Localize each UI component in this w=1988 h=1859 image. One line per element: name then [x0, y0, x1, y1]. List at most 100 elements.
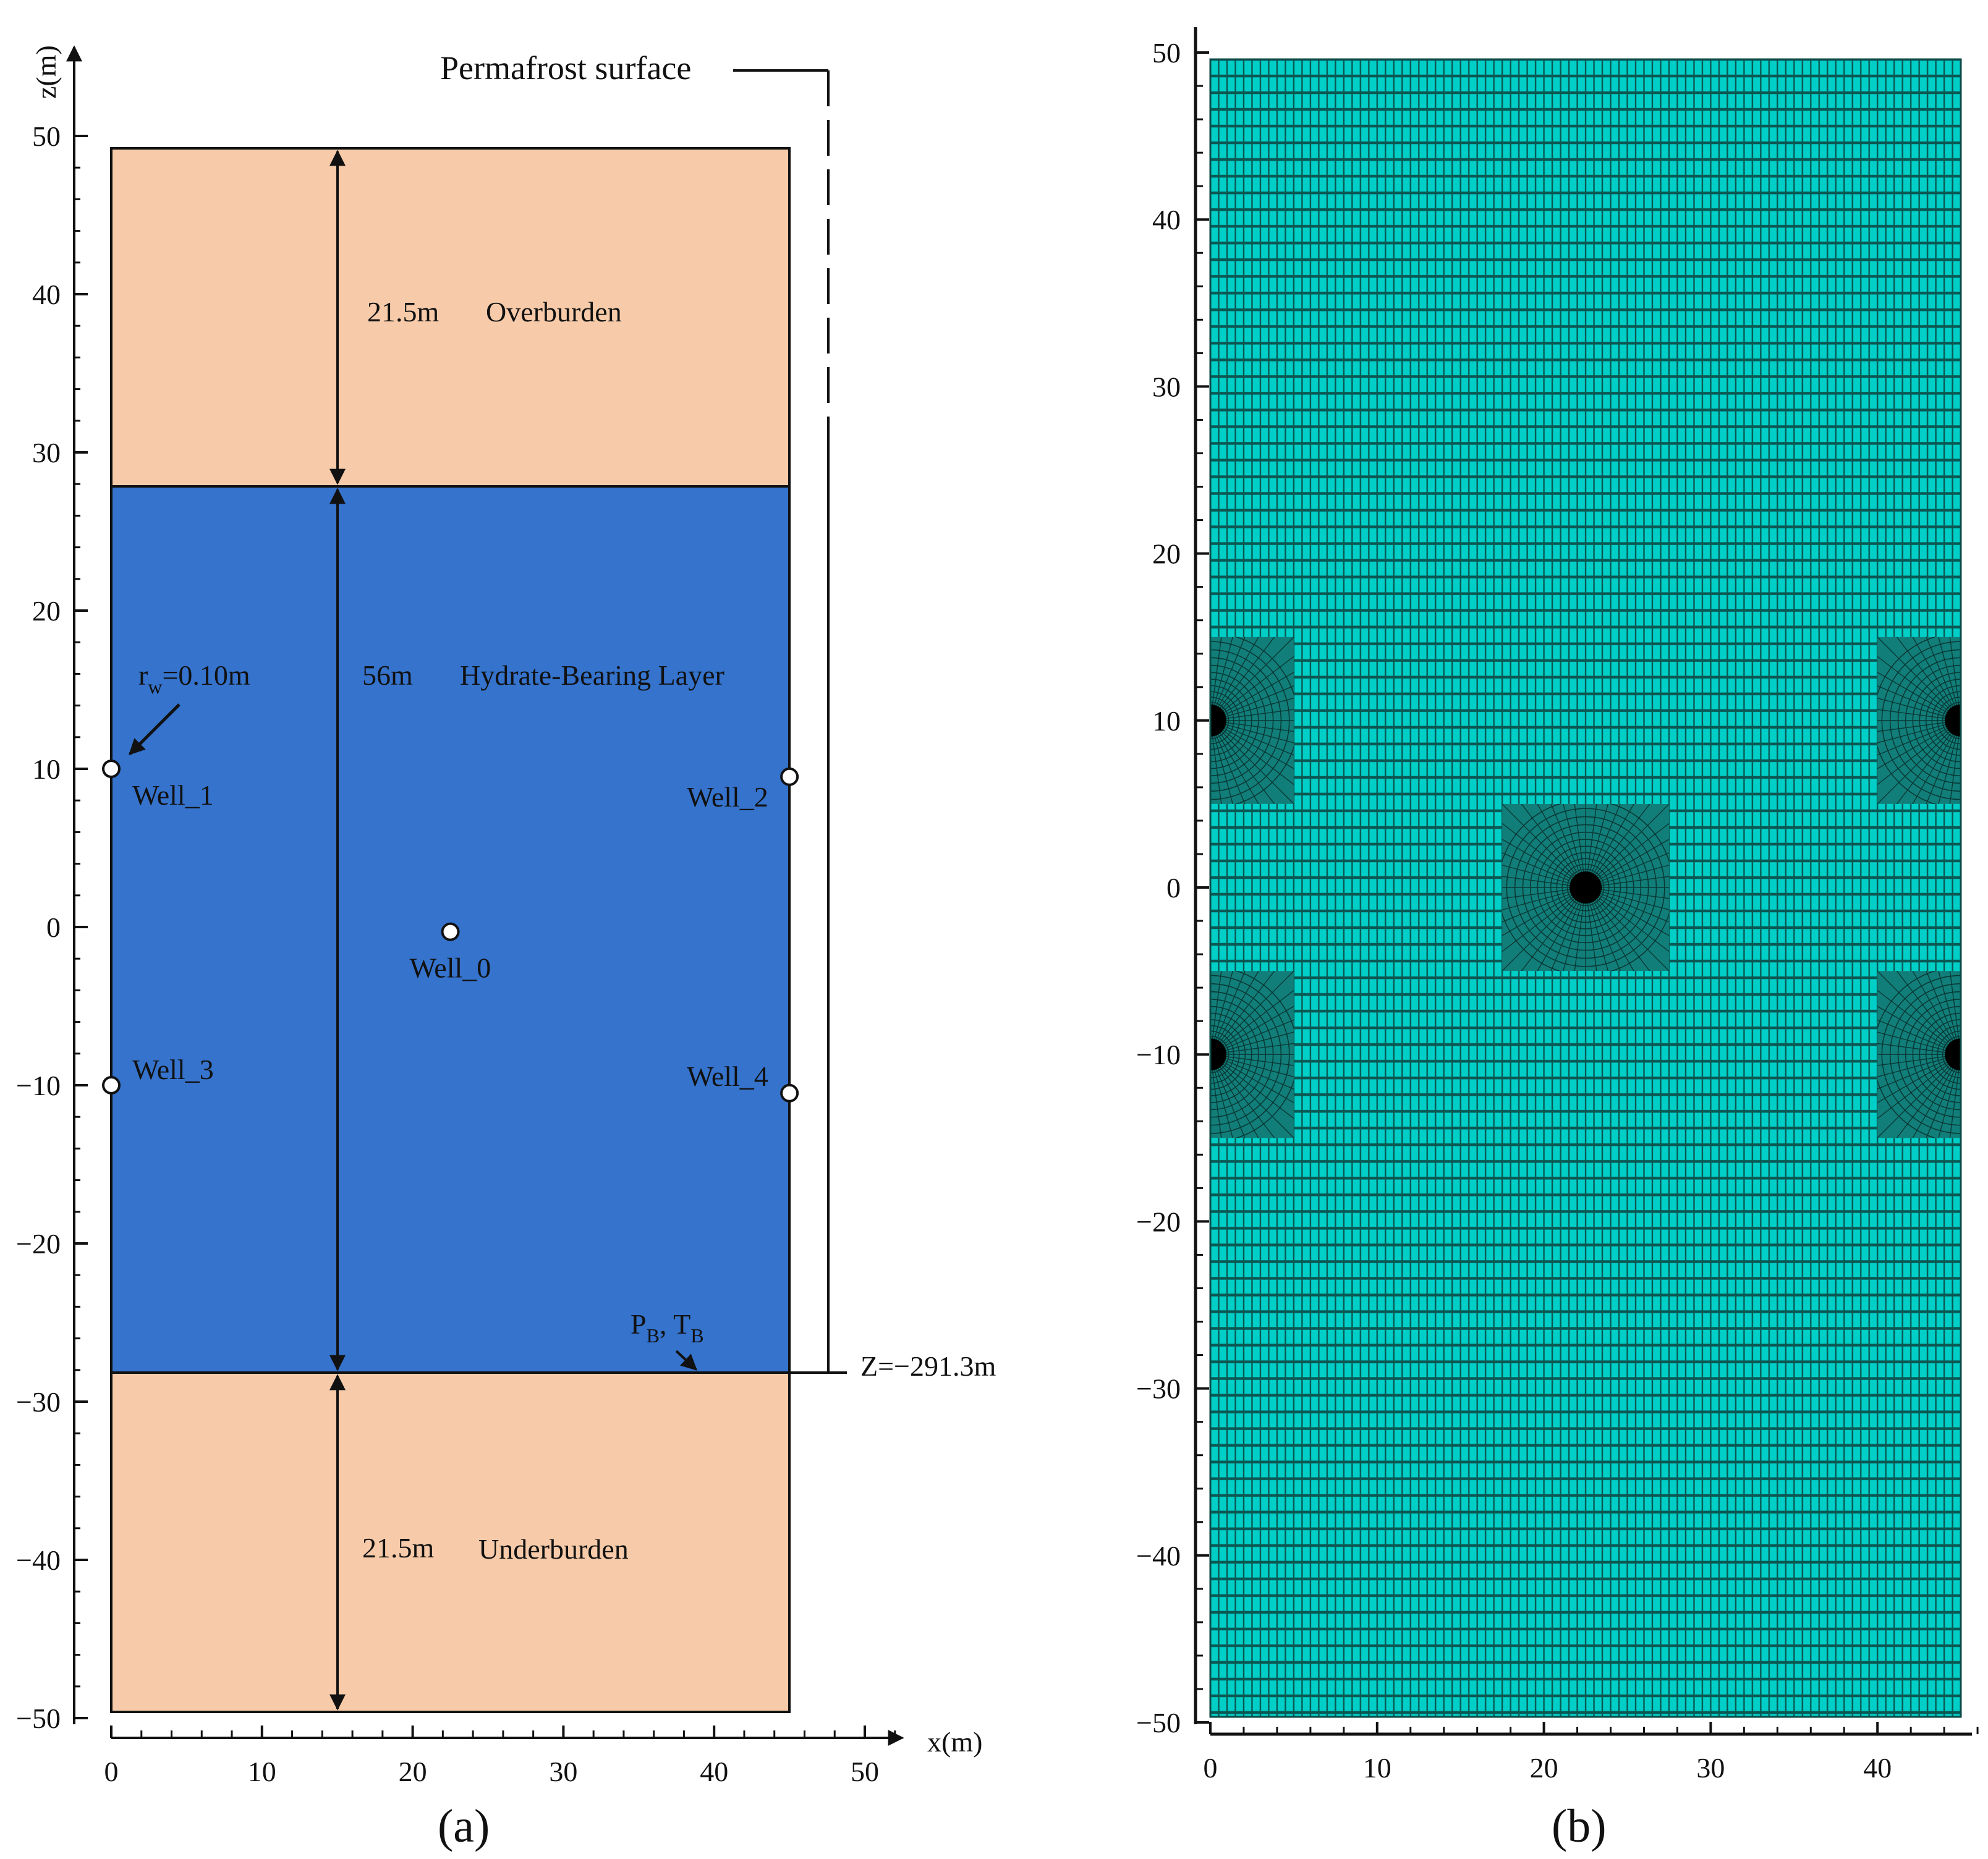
refined-mesh-region [1877, 637, 1988, 804]
panel-a-z-ticks: 50 40 30 20 10 0 −10 −20 −30 −40 −50 [16, 121, 88, 1734]
refined-spoke [1938, 720, 1961, 804]
refined-spoke [1210, 1054, 1294, 1138]
refined-spoke [1210, 971, 1259, 1055]
refined-spoke [1210, 637, 1294, 721]
wells: Well_0 Well_1 Well_2 Well_3 Well_4 [102, 760, 799, 1103]
panel-b-x-tick-label: 10 [1363, 1752, 1391, 1784]
refined-spoke [1585, 876, 1669, 888]
refined-spoke [1877, 1006, 1961, 1055]
refined-spoke [1210, 1054, 1294, 1103]
refined-spoke [1550, 887, 1586, 972]
refined-spoke [1210, 1053, 1211, 1055]
refined-spoke [1949, 971, 1961, 1055]
refined-spoke [1896, 1054, 1961, 1138]
refined-spoke [1210, 1054, 1294, 1066]
panel-b-y-tick-label: 0 [1166, 872, 1181, 904]
refined-spoke [1877, 1043, 1961, 1055]
refined-spoke [1210, 719, 1211, 721]
refined-spoke [1502, 887, 1586, 972]
refined-spoke [1877, 989, 1961, 1055]
refined-spoke [1210, 720, 1294, 786]
refined-spoke [1960, 1054, 1961, 1055]
panel-a-z-tick-label: −50 [16, 1703, 61, 1734]
refined-spoke [1585, 887, 1669, 972]
hydrate-name-label: Hydrate-Bearing Layer [460, 659, 724, 691]
boundary-condition-arrow [675, 1350, 697, 1371]
refined-spoke [1537, 803, 1586, 888]
panel-b-y-tick-label: 50 [1152, 37, 1181, 69]
refined-spoke [1960, 720, 1961, 721]
refined-spoke [1210, 1031, 1294, 1055]
well-marker [780, 1083, 799, 1103]
refined-spoke [1912, 720, 1961, 804]
well-radius-arrow [129, 703, 181, 755]
refined-spoke [1502, 887, 1586, 899]
refined-spoke [1960, 719, 1961, 721]
refined-spoke [1960, 1054, 1961, 1055]
refined-spoke [1961, 1023, 1988, 1055]
refined-spoke [1210, 1054, 1222, 1138]
refined-spoke [1877, 1031, 1961, 1055]
refined-spoke [1502, 876, 1586, 888]
refined-spoke [1960, 719, 1961, 721]
refined-spoke [1563, 887, 1586, 972]
refined-spoke [1210, 1019, 1294, 1055]
refined-spoke [1877, 720, 1961, 786]
panel-a-z-axis-title: z(m) [30, 45, 62, 99]
refined-spoke [1210, 637, 1233, 721]
refined-spoke [1585, 887, 1669, 923]
refined-spoke [1502, 852, 1586, 888]
well-core [1945, 704, 1961, 737]
refined-spoke [1961, 705, 1988, 721]
refined-spoke [1877, 720, 1961, 743]
panel-a-z-tick-label: 30 [32, 437, 61, 468]
panel-a-z-tick-label: −20 [16, 1228, 61, 1260]
refined-spoke [1961, 721, 1988, 737]
panel-b-y-tick-label: −40 [1136, 1540, 1181, 1572]
refined-spoke [1585, 823, 1669, 888]
panel-b-x-tick-label: 40 [1863, 1752, 1892, 1784]
well-label: Well_3 [132, 1054, 214, 1085]
refined-spoke [1961, 1039, 1988, 1055]
panel-a-x-tick-label: 20 [399, 1756, 427, 1787]
refined-spoke [1877, 720, 1961, 804]
overburden-name-label: Overburden [486, 296, 622, 328]
panel-a-z-tick-label: 20 [32, 595, 61, 627]
refined-spoke [1574, 803, 1586, 888]
panel-a-x-tick-label: 10 [248, 1756, 276, 1787]
panel-b-y-tick-label: 40 [1152, 204, 1181, 235]
panel-b-y-tick-label: 20 [1152, 538, 1181, 570]
refined-spoke [1502, 823, 1586, 888]
mesh-border [1209, 58, 1962, 1718]
well-core [1210, 1038, 1226, 1071]
refined-spoke [1938, 637, 1961, 721]
refined-spoke [1502, 839, 1586, 888]
refined-spoke [1938, 971, 1961, 1055]
panel-a-z-tick-label: 50 [32, 121, 61, 152]
refined-spoke [1960, 720, 1961, 721]
well-core [1945, 1038, 1961, 1071]
refined-spoke [1585, 887, 1669, 899]
refined-spoke [1877, 1054, 1961, 1103]
panel-a-z-tick-label: −40 [16, 1544, 61, 1576]
refined-spoke [1877, 720, 1961, 769]
panel-a-z-tick-label: −30 [16, 1386, 61, 1418]
refined-spoke [1877, 1054, 1961, 1138]
refined-spoke [1210, 989, 1294, 1055]
panel-b-y-tick-label: −10 [1136, 1039, 1181, 1070]
refined-mesh-region [1210, 637, 1294, 804]
refined-spoke [1585, 803, 1597, 888]
panel-a-x-tick-label: 50 [851, 1756, 879, 1787]
refined-mesh-region [1877, 971, 1988, 1138]
refined-spoke [1585, 803, 1634, 888]
panel-b-x-ticks: 0 10 20 30 40 [1204, 1722, 1979, 1784]
refined-spoke [1926, 637, 1961, 721]
overburden-thickness-label: 21.5m [367, 296, 440, 328]
hydrate-thickness-label: 56m [362, 659, 413, 691]
refined-spoke [1585, 887, 1669, 952]
refined-spoke [1502, 887, 1586, 936]
refined-spoke [1521, 803, 1586, 888]
well-label: Well_1 [132, 779, 214, 811]
refined-spoke [1877, 1054, 1961, 1066]
refined-spoke [1210, 637, 1222, 721]
